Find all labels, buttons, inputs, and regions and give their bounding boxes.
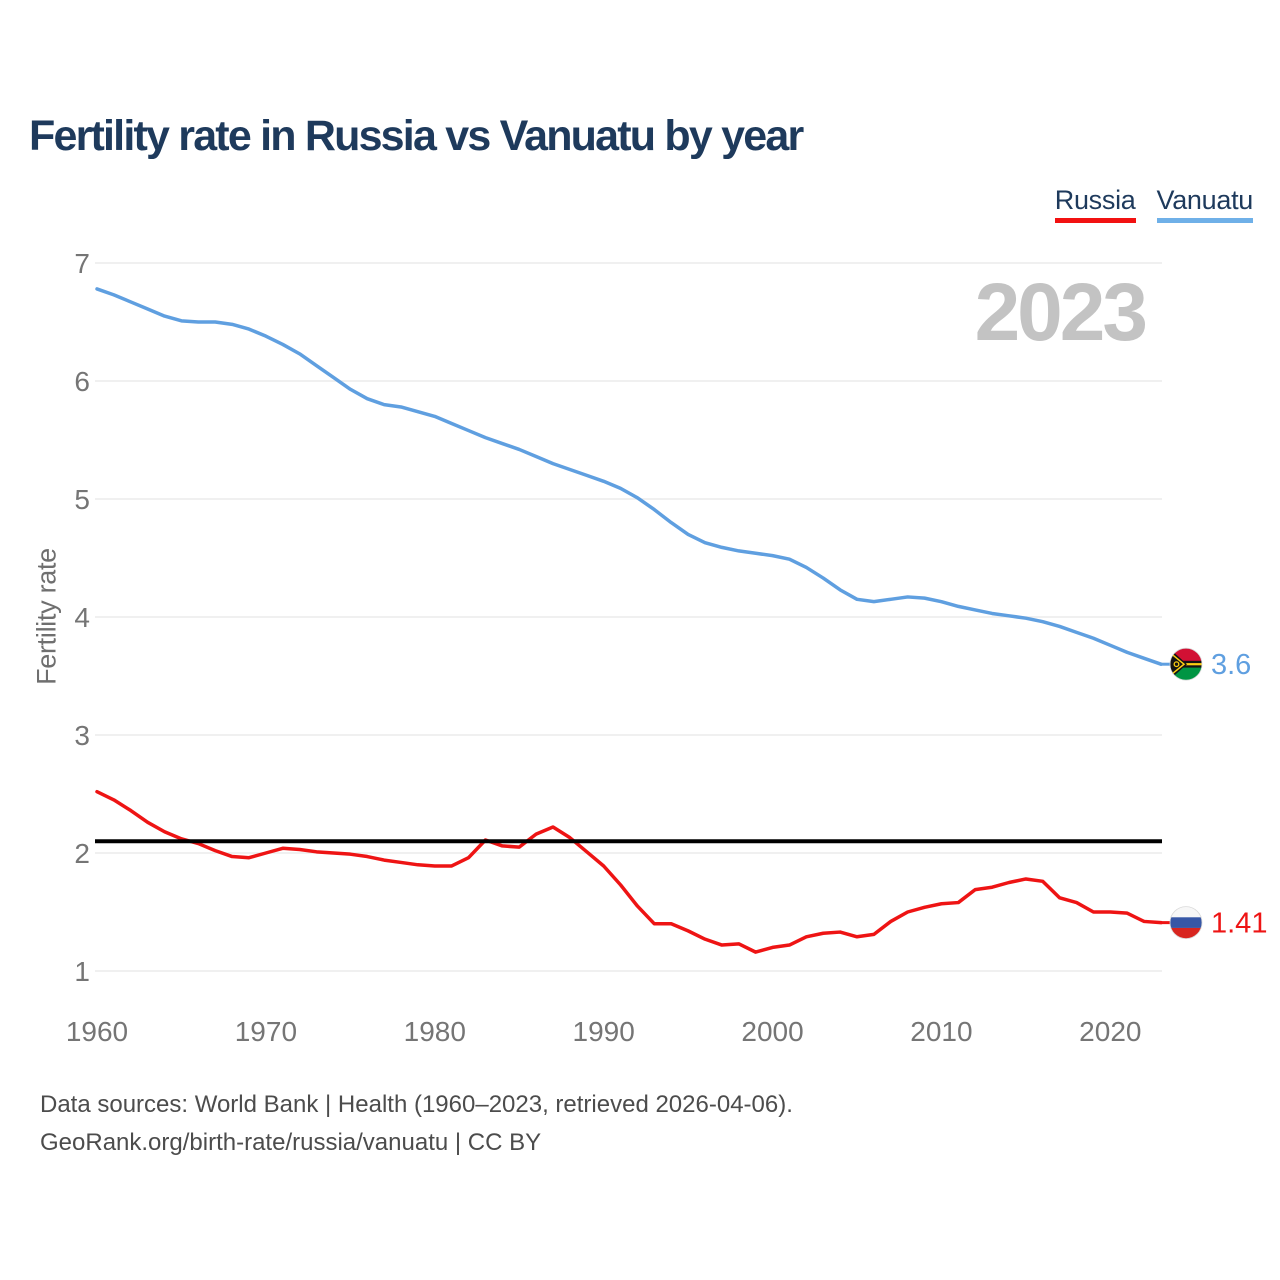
legend-item-russia[interactable]: Russia	[1054, 185, 1136, 223]
y-tick-label: 3	[74, 720, 90, 751]
x-tick-label: 1990	[573, 1016, 635, 1047]
x-tick-label: 2010	[910, 1016, 972, 1047]
legend-item-vanuatu[interactable]: Vanuatu	[1156, 185, 1253, 223]
x-tick-label: 1960	[66, 1016, 128, 1047]
x-tick-label: 2000	[741, 1016, 803, 1047]
footer-attribution: GeoRank.org/birth-rate/russia/vanuatu | …	[40, 1129, 542, 1156]
russia-value-label: 1.41	[1211, 908, 1267, 940]
y-tick-label: 7	[74, 248, 90, 279]
legend: Russia Vanuatu	[1054, 185, 1253, 223]
vanuatu-flag-border	[1169, 647, 1203, 681]
chart-title: Fertility rate in Russia vs Vanuatu by y…	[29, 112, 804, 160]
footer-data-sources: Data sources: World Bank | Health (1960–…	[40, 1091, 793, 1118]
vanuatu-value-label: 3.6	[1211, 649, 1251, 681]
russia-flag-icon	[1170, 906, 1202, 939]
y-tick-label: 2	[74, 838, 90, 869]
footer: Data sources: World Bank | Health (1960–…	[40, 1086, 793, 1162]
x-tick-label: 2020	[1079, 1016, 1141, 1047]
y-tick-label: 5	[74, 484, 90, 515]
russia-line	[95, 789, 1163, 954]
x-tick-label: 1980	[404, 1016, 466, 1047]
y-tick-label: 6	[74, 366, 90, 397]
y-tick-label: 4	[74, 602, 90, 633]
russia-flag-border	[1169, 906, 1203, 940]
year-watermark: 2023	[974, 267, 1148, 358]
vanuatu-flag-icon	[1170, 648, 1202, 681]
vanuatu-line	[95, 287, 1163, 666]
y-tick-label: 1	[74, 956, 90, 987]
x-tick-label: 1970	[235, 1016, 297, 1047]
